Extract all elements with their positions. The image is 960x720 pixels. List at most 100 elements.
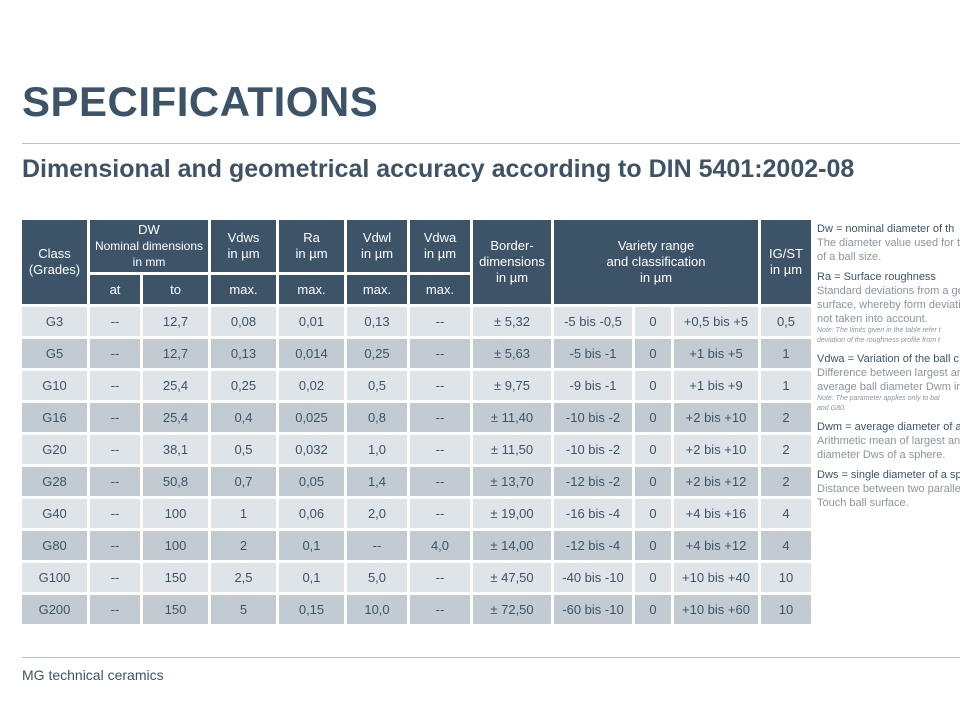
table-cell: G20 (22, 435, 87, 464)
page-title: SPECIFICATIONS (22, 78, 379, 125)
table-cell: 0 (635, 595, 671, 624)
definition-dws-term: Dws = single diameter of a sp (817, 469, 960, 481)
header-ra: Ra in µm (279, 220, 344, 272)
table-row: G200 -- 150 5 0,15 10,0 -- ± 72,50 -60 bis -10 0 +… (22, 595, 811, 624)
table-cell: G3 (22, 307, 87, 336)
definition-dw-term: Dw = nominal diameter of th (817, 223, 955, 235)
footer-company: MG technical ceramics (22, 667, 164, 683)
definition-text: Arithmetic mean of largest an (817, 435, 960, 447)
table-cell: -- (90, 403, 140, 432)
definition-note: deviation of the roughness profile from … (817, 337, 940, 344)
table-cell: -5 bis -1 (554, 339, 632, 368)
table-cell: ± 13,70 (473, 467, 551, 496)
table-cell: 25,4 (143, 371, 208, 400)
header-vdwa: Vdwa in µm (410, 220, 470, 272)
table-cell: 5 (211, 595, 276, 624)
definition-text: Difference between largest ar (817, 367, 960, 379)
definition-text: The diameter value used for t (817, 237, 960, 249)
definition-text: of a ball size. (817, 251, 882, 263)
header-igst: IG/ST in µm (761, 220, 811, 304)
header-vdws: Vdws in µm (211, 220, 276, 272)
definition-text: Standard deviations from a ge (817, 285, 960, 297)
table-cell: -- (90, 499, 140, 528)
table-cell: 150 (143, 595, 208, 624)
table-cell: ± 72,50 (473, 595, 551, 624)
table-cell: 1 (211, 499, 276, 528)
table-cell: 0,5 (211, 435, 276, 464)
table-cell: 2 (211, 531, 276, 560)
table-cell: 0,032 (279, 435, 344, 464)
table-cell: ± 14,00 (473, 531, 551, 560)
table-cell: 0,25 (347, 339, 407, 368)
definition-text: Touch ball surface. (817, 497, 909, 509)
table-cell: G200 (22, 595, 87, 624)
table-cell: +10 bis +40 (674, 563, 758, 592)
table-cell: 0 (635, 307, 671, 336)
page-subtitle: Dimensional and geometrical accuracy acc… (22, 155, 855, 183)
table-cell: -10 bis -2 (554, 435, 632, 464)
table-cell: ± 19,00 (473, 499, 551, 528)
header-class: Class (Grades) (22, 220, 87, 304)
table-cell: 10,0 (347, 595, 407, 624)
table-cell: -- (90, 435, 140, 464)
table-row: G40 -- 100 1 0,06 2,0 -- ± 19,00 -16 bis -4 0 +4 b… (22, 499, 811, 528)
table-cell: +2 bis +10 (674, 403, 758, 432)
table-cell: 2 (761, 435, 811, 464)
definition-text: diameter Dws of a sphere. (817, 449, 946, 461)
table-cell: 0,8 (347, 403, 407, 432)
table-cell: -- (410, 563, 470, 592)
table-cell: 100 (143, 499, 208, 528)
table-cell: 1,0 (347, 435, 407, 464)
table-cell: 0,014 (279, 339, 344, 368)
table-cell: G100 (22, 563, 87, 592)
table-cell: -5 bis -0,5 (554, 307, 632, 336)
header-variety-range: Variety range and classification in µm (554, 220, 758, 304)
table-cell: ± 5,32 (473, 307, 551, 336)
table-cell: -10 bis -2 (554, 403, 632, 432)
table-cell: 0,06 (279, 499, 344, 528)
table-cell: 100 (143, 531, 208, 560)
table-row: G28 -- 50,8 0,7 0,05 1,4 -- ± 13,70 -12 bis -2 0 +… (22, 467, 811, 496)
table-cell: -40 bis -10 (554, 563, 632, 592)
table-cell: 0 (635, 499, 671, 528)
table-cell: 0,15 (279, 595, 344, 624)
table-cell: 1 (761, 339, 811, 368)
table-cell: -- (410, 435, 470, 464)
footer-divider (22, 657, 960, 658)
table-row: G80 -- 100 2 0,1 -- 4,0 ± 14,00 -12 bis -4 0 +4 bi… (22, 531, 811, 560)
table-cell: -- (347, 531, 407, 560)
table-cell: 0,01 (279, 307, 344, 336)
definition-note: and G80. (817, 405, 846, 412)
definition-ra-term: Ra = Surface roughness (817, 271, 936, 283)
definition-dwm-term: Dwm = average diameter of a (817, 421, 960, 433)
table-cell: +0,5 bis +5 (674, 307, 758, 336)
table-cell: 0,05 (279, 467, 344, 496)
table-cell: +4 bis +12 (674, 531, 758, 560)
table-cell: 0,5 (347, 371, 407, 400)
header-dw: DW Nominal dimensions in mm (90, 220, 208, 272)
table-cell: 2,0 (347, 499, 407, 528)
table-cell: 0,25 (211, 371, 276, 400)
table-cell: 0 (635, 403, 671, 432)
table-cell: 0,13 (347, 307, 407, 336)
table-cell: 4 (761, 531, 811, 560)
table-cell: 0,1 (279, 531, 344, 560)
table-cell: -12 bis -4 (554, 531, 632, 560)
table-cell: 25,4 (143, 403, 208, 432)
table-row: G5 -- 12,7 0,13 0,014 0,25 -- ± 5,63 -5 bis -1 0 +… (22, 339, 811, 368)
table-cell: -- (90, 595, 140, 624)
header-vdwl: Vdwl in µm (347, 220, 407, 272)
table-cell: 1 (761, 371, 811, 400)
table-row: G10 -- 25,4 0,25 0,02 0,5 -- ± 9,75 -9 bis -1 0 +1… (22, 371, 811, 400)
table-cell: 10 (761, 595, 811, 624)
table-cell: ± 11,40 (473, 403, 551, 432)
table-cell: +1 bis +5 (674, 339, 758, 368)
table-cell: 0 (635, 531, 671, 560)
table-cell: 38,1 (143, 435, 208, 464)
table-cell: -- (410, 467, 470, 496)
table-cell: G10 (22, 371, 87, 400)
table-cell: 0 (635, 563, 671, 592)
table-cell: 2 (761, 403, 811, 432)
table-cell: 0 (635, 339, 671, 368)
table-cell: 0 (635, 371, 671, 400)
